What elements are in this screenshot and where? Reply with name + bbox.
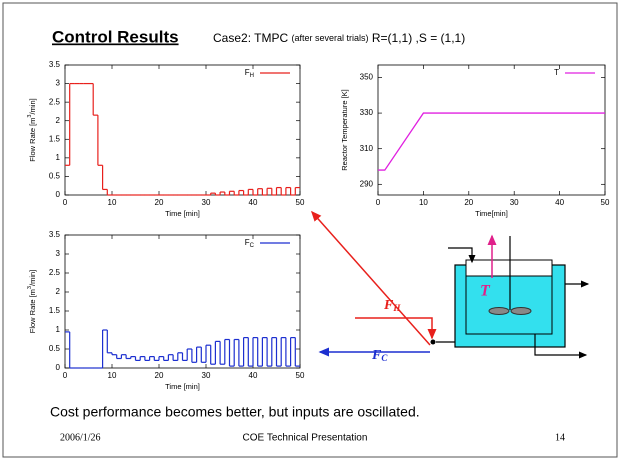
temperature-label: T bbox=[480, 283, 491, 300]
x-tick-label: 30 bbox=[202, 198, 211, 207]
y-tick-label: 2.5 bbox=[49, 268, 61, 277]
x-tick-label: 0 bbox=[63, 371, 68, 380]
legend-sub: C bbox=[250, 243, 255, 249]
series-line bbox=[378, 112, 605, 171]
x-tick-label: 0 bbox=[63, 198, 68, 207]
y-tick-label: 330 bbox=[360, 108, 374, 117]
symbol: F bbox=[383, 298, 394, 313]
x-tick-label: 30 bbox=[510, 198, 519, 207]
hot-flow-label: FH bbox=[383, 298, 401, 313]
y-tick-label: 3.5 bbox=[49, 230, 61, 239]
cold-flow-label: FC bbox=[371, 348, 388, 363]
x-tick-label: 20 bbox=[155, 198, 164, 207]
legend-name: F bbox=[245, 68, 250, 77]
sub: H bbox=[392, 303, 401, 313]
y-axis-label: Flow Rate [m3/min] bbox=[27, 270, 37, 334]
reactor-diagram: FH FC T bbox=[311, 210, 590, 363]
y-label-main: Flow Rate [m bbox=[28, 289, 37, 333]
x-axis-label: Time[min] bbox=[475, 209, 508, 218]
x-tick-label: 40 bbox=[249, 371, 258, 380]
impeller bbox=[510, 307, 532, 315]
y-label-main: Flow Rate [m bbox=[28, 118, 37, 162]
y-tick-label: 0.5 bbox=[49, 172, 61, 181]
lid bbox=[465, 259, 553, 277]
legend-name: T bbox=[554, 68, 559, 77]
legend-label: FC bbox=[245, 238, 255, 248]
outlet bbox=[534, 334, 588, 359]
y-label-main: Reactor Temperature [K] bbox=[340, 89, 349, 171]
y-tick-label: 0 bbox=[56, 190, 61, 199]
vessel bbox=[465, 275, 553, 335]
plot-frame bbox=[64, 234, 301, 369]
legend-sub: H bbox=[250, 73, 254, 79]
note: (after several trials) bbox=[291, 33, 368, 43]
y-tick-label: 0.5 bbox=[49, 344, 61, 353]
x-tick-label: 20 bbox=[464, 198, 473, 207]
plot-frame bbox=[377, 64, 606, 196]
impeller bbox=[488, 307, 510, 315]
y-tick-label: 3 bbox=[56, 249, 61, 258]
slide-title: Control Results bbox=[52, 27, 179, 46]
y-tick-label: 2 bbox=[56, 116, 61, 125]
y-tick-label: 2.5 bbox=[49, 97, 61, 106]
arrow bbox=[311, 210, 431, 346]
y-label-sup: 3 bbox=[27, 286, 33, 289]
slide-subtitle: Case2: TMPC (after several trials) R=(1,… bbox=[213, 31, 465, 45]
x-tick-label: 50 bbox=[601, 198, 610, 207]
y-tick-label: 3 bbox=[56, 79, 61, 88]
case: Case2: TMPC bbox=[213, 31, 288, 45]
legend-label: FH bbox=[245, 68, 254, 78]
y-label-end: /min] bbox=[28, 98, 37, 114]
feed bbox=[448, 247, 476, 264]
y-axis-label: Reactor Temperature [K] bbox=[340, 89, 349, 171]
y-tick-label: 310 bbox=[360, 144, 374, 153]
legend-label: T bbox=[554, 68, 559, 77]
y-tick-label: 350 bbox=[360, 73, 374, 82]
x-axis-label: Time [min] bbox=[165, 209, 200, 218]
arrow bbox=[355, 317, 437, 340]
y-axis-label: Flow Rate [m3/min] bbox=[27, 98, 37, 162]
footer-date: 2006/1/26 bbox=[60, 432, 101, 443]
weights: R=(1,1) ,S = (1,1) bbox=[372, 31, 465, 45]
x-tick-label: 50 bbox=[296, 371, 305, 380]
x-tick-label: 10 bbox=[108, 371, 117, 380]
symbol: F bbox=[371, 348, 382, 363]
y-label-end: /min] bbox=[28, 270, 37, 286]
sub: C bbox=[381, 353, 388, 363]
y-tick-label: 2 bbox=[56, 287, 61, 296]
y-tick-label: 1.5 bbox=[49, 306, 61, 315]
y-tick-label: 1 bbox=[56, 325, 61, 334]
x-tick-label: 20 bbox=[155, 371, 164, 380]
x-tick-label: 10 bbox=[108, 198, 117, 207]
x-tick-label: 0 bbox=[376, 198, 381, 207]
y-tick-label: 0 bbox=[56, 363, 61, 372]
x-tick-label: 50 bbox=[296, 198, 305, 207]
junction bbox=[430, 339, 436, 345]
legend-name: F bbox=[245, 238, 250, 247]
y-tick-label: 3.5 bbox=[49, 60, 61, 69]
x-axis-label: Time [min] bbox=[165, 382, 200, 391]
x-tick-label: 30 bbox=[202, 371, 211, 380]
y-tick-label: 1 bbox=[56, 153, 61, 162]
footer-center: COE Technical Presentation bbox=[243, 433, 368, 444]
x-tick-label: 40 bbox=[249, 198, 258, 207]
footer-page: 14 bbox=[555, 432, 565, 443]
y-tick-label: 290 bbox=[360, 179, 374, 188]
y-tick-label: 1.5 bbox=[49, 134, 61, 143]
x-tick-label: 40 bbox=[555, 198, 564, 207]
y-label-sup: 3 bbox=[27, 115, 33, 118]
caption: Cost performance becomes better, but inp… bbox=[50, 404, 420, 420]
x-tick-label: 10 bbox=[419, 198, 428, 207]
